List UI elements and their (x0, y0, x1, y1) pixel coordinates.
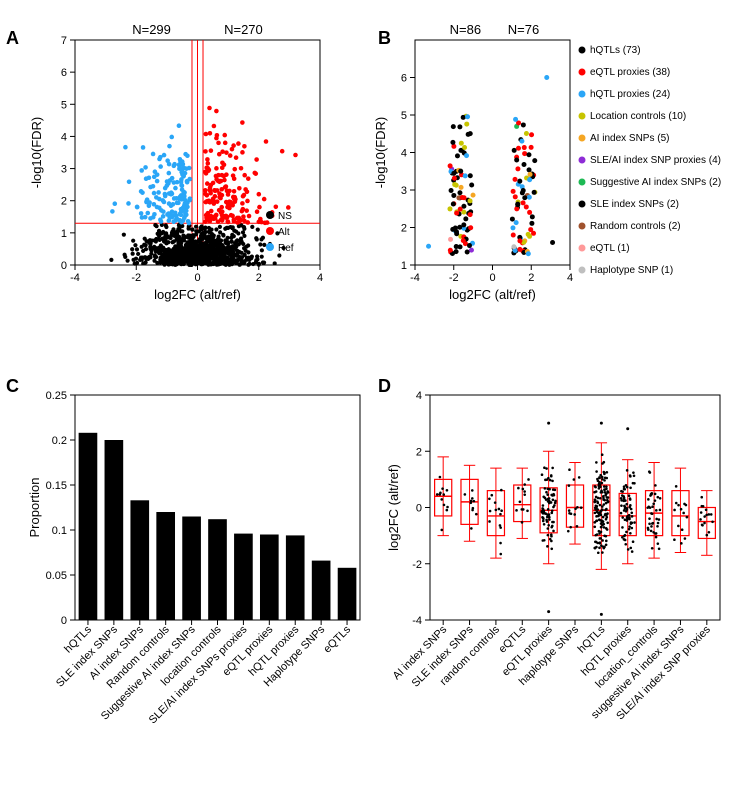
svg-text:0: 0 (416, 503, 422, 515)
svg-text:Random controls (2): Random controls (2) (590, 221, 681, 232)
svg-text:eQTL (1): eQTL (1) (590, 243, 630, 254)
svg-text:log2FC (alt/ref): log2FC (alt/ref) (449, 287, 536, 302)
svg-text:-log10(FDR): -log10(FDR) (29, 117, 44, 189)
svg-text:0.25: 0.25 (46, 390, 67, 402)
svg-text:2: 2 (416, 446, 422, 458)
svg-text:Location controls (10): Location controls (10) (590, 111, 686, 122)
svg-text:5: 5 (61, 99, 67, 111)
svg-text:N=86: N=86 (450, 22, 481, 37)
svg-text:-log10(FDR): -log10(FDR) (373, 117, 388, 189)
svg-text:6: 6 (401, 73, 407, 85)
svg-text:3: 3 (61, 164, 67, 176)
panel-d-chart: -4-2024log2FC (alt/ref)AI index SNPsSLE … (380, 380, 730, 770)
panel-c-chart: 00.050.10.150.20.25ProportionhQTLsSLE in… (20, 380, 370, 770)
svg-text:eQTL proxies (38): eQTL proxies (38) (590, 67, 670, 78)
svg-text:AI index SNPs (5): AI index SNPs (5) (590, 133, 669, 144)
svg-text:0: 0 (61, 260, 67, 272)
svg-text:5: 5 (401, 110, 407, 122)
panel-b-chart: -4 -2 0 2 4 1 2 3 4 5 6 log2FC (alt/ref) -log10(FDR)… (370, 20, 730, 310)
svg-text:4: 4 (401, 148, 407, 160)
svg-text:-2: -2 (131, 272, 141, 284)
svg-text:0: 0 (489, 272, 495, 284)
svg-text:eQTLs: eQTLs (321, 623, 353, 655)
svg-text:3: 3 (401, 185, 407, 197)
svg-text:-2: -2 (449, 272, 459, 284)
svg-text:N=299: N=299 (132, 22, 171, 37)
svg-text:2: 2 (61, 196, 67, 208)
svg-text:SLE/AI index SNP proxies (4): SLE/AI index SNP proxies (4) (590, 155, 721, 166)
svg-text:4: 4 (416, 390, 422, 402)
svg-text:-2: -2 (412, 559, 422, 571)
svg-text:N=270: N=270 (224, 22, 263, 37)
svg-text:-4: -4 (410, 272, 420, 284)
svg-text:log2FC (alt/ref): log2FC (alt/ref) (386, 464, 401, 551)
svg-text:0: 0 (61, 615, 67, 627)
svg-text:0.05: 0.05 (46, 570, 67, 582)
svg-text:6: 6 (61, 67, 67, 79)
svg-text:1: 1 (401, 260, 407, 272)
svg-text:SLE index SNPs (2): SLE index SNPs (2) (590, 199, 679, 210)
svg-text:4: 4 (61, 131, 67, 143)
svg-text:N=76: N=76 (508, 22, 539, 37)
svg-text:2: 2 (528, 272, 534, 284)
svg-text:Haplotype SNP (1): Haplotype SNP (1) (590, 265, 673, 276)
svg-text:2: 2 (401, 223, 407, 235)
svg-text:Suggestive AI index SNPs (2): Suggestive AI index SNPs (2) (590, 177, 721, 188)
svg-text:log2FC (alt/ref): log2FC (alt/ref) (154, 287, 241, 302)
panel-c-letter: C (6, 376, 19, 397)
svg-text:NS: NS (278, 211, 292, 222)
svg-text:4: 4 (317, 272, 323, 284)
svg-text:0: 0 (194, 272, 200, 284)
svg-text:Ref: Ref (278, 243, 294, 254)
svg-text:Proportion: Proportion (27, 478, 42, 538)
svg-text:7: 7 (61, 35, 67, 47)
svg-text:-4: -4 (70, 272, 80, 284)
panel-a-chart: -4 -2 0 2 4 0 1 2 3 4 5 6 7 log2FC (alt/ref) -log10(FD… (20, 20, 350, 310)
svg-text:Alt: Alt (278, 227, 290, 238)
svg-text:1: 1 (61, 228, 67, 240)
svg-text:0.2: 0.2 (52, 435, 67, 447)
svg-text:0.1: 0.1 (52, 525, 67, 537)
svg-text:2: 2 (256, 272, 262, 284)
svg-text:hQTL proxies (24): hQTL proxies (24) (590, 89, 670, 100)
svg-text:hQTLs (73): hQTLs (73) (590, 45, 641, 56)
svg-text:4: 4 (567, 272, 573, 284)
svg-text:0.15: 0.15 (46, 480, 67, 492)
panel-a-letter: A (6, 28, 19, 49)
svg-text:-4: -4 (412, 615, 422, 627)
